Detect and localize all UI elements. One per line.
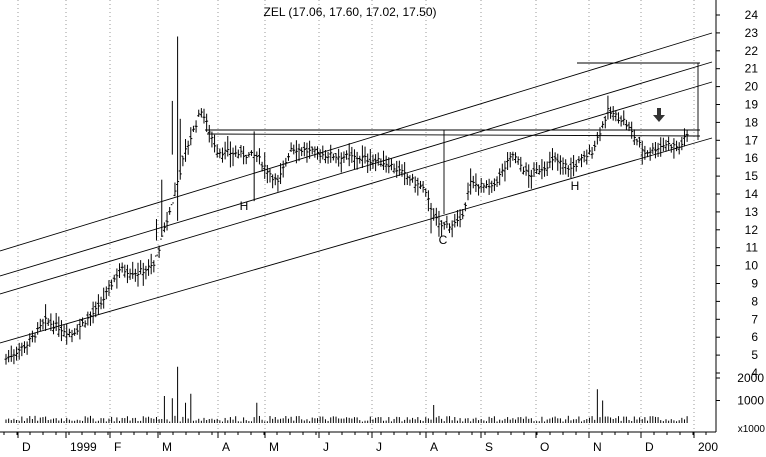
month-label: D — [645, 440, 654, 454]
price-tick-label: 17 — [745, 133, 759, 147]
channel-line-upper — [0, 32, 713, 252]
price-bars — [4, 36, 689, 365]
time-axis: D 1999 F M A M J J A S O N D 200 — [0, 431, 718, 454]
month-label: A — [222, 440, 230, 454]
price-tick-label: 19 — [745, 98, 759, 112]
month-label: D — [22, 440, 31, 454]
down-arrow-icon — [653, 108, 665, 122]
month-label: M — [269, 440, 279, 454]
month-label: S — [485, 440, 493, 454]
month-gridlines — [17, 0, 695, 432]
month-label: A — [430, 440, 438, 454]
month-label: M — [162, 440, 172, 454]
price-tick-label: 5 — [751, 348, 758, 362]
month-label: F — [114, 440, 121, 454]
price-tick-label: 15 — [745, 169, 759, 183]
month-label: O — [540, 440, 549, 454]
trend-lines — [0, 32, 713, 344]
month-label: J — [376, 440, 382, 454]
volume-axis: 1000 2000 x1000 — [716, 371, 765, 435]
month-label: 200 — [698, 440, 718, 454]
price-tick-label: 4 — [751, 366, 758, 380]
month-label: J — [323, 440, 329, 454]
price-tick-label: 10 — [745, 259, 759, 273]
annotation-cup: C — [439, 233, 448, 247]
price-tick-label: 24 — [745, 8, 759, 22]
price-tick-label: 14 — [745, 187, 759, 201]
chart-title: ZEL (17.06, 17.60, 17.02, 17.50) — [263, 5, 436, 19]
volume-multiplier-label: x1000 — [738, 424, 766, 435]
neckline — [206, 133, 701, 137]
price-tick-label: 21 — [745, 62, 759, 76]
price-tick-label: 9 — [751, 277, 758, 291]
month-label: N — [593, 440, 602, 454]
price-axis: 4 5 6 7 8 9 10 11 12 13 14 15 16 17 18 19 20 21 22 23 24 — [715, 0, 759, 432]
price-tick-label: 18 — [745, 115, 759, 129]
volume-bars — [5, 366, 688, 423]
price-tick-label: 11 — [746, 241, 759, 255]
channel-line-lower — [0, 137, 713, 344]
price-tick-label: 6 — [751, 330, 758, 344]
annotation-left-shoulder: H — [240, 199, 249, 213]
channel-line-3 — [0, 81, 713, 295]
channel-line-2 — [0, 61, 713, 277]
price-tick-label: 8 — [751, 294, 758, 308]
price-tick-label: 7 — [751, 312, 758, 326]
pattern-annotations: H C H — [240, 179, 580, 247]
price-tick-label: 20 — [745, 80, 759, 94]
price-tick-label: 12 — [745, 223, 759, 237]
annotation-right-shoulder: H — [571, 179, 580, 193]
volume-tick-label: 2000 — [737, 371, 764, 385]
volume-tick-label: 1000 — [737, 394, 764, 408]
price-tick-label: 16 — [745, 151, 759, 165]
price-tick-label: 13 — [745, 205, 759, 219]
month-label: 1999 — [70, 440, 97, 454]
price-tick-label: 23 — [745, 26, 759, 40]
price-tick-label: 22 — [745, 44, 759, 58]
